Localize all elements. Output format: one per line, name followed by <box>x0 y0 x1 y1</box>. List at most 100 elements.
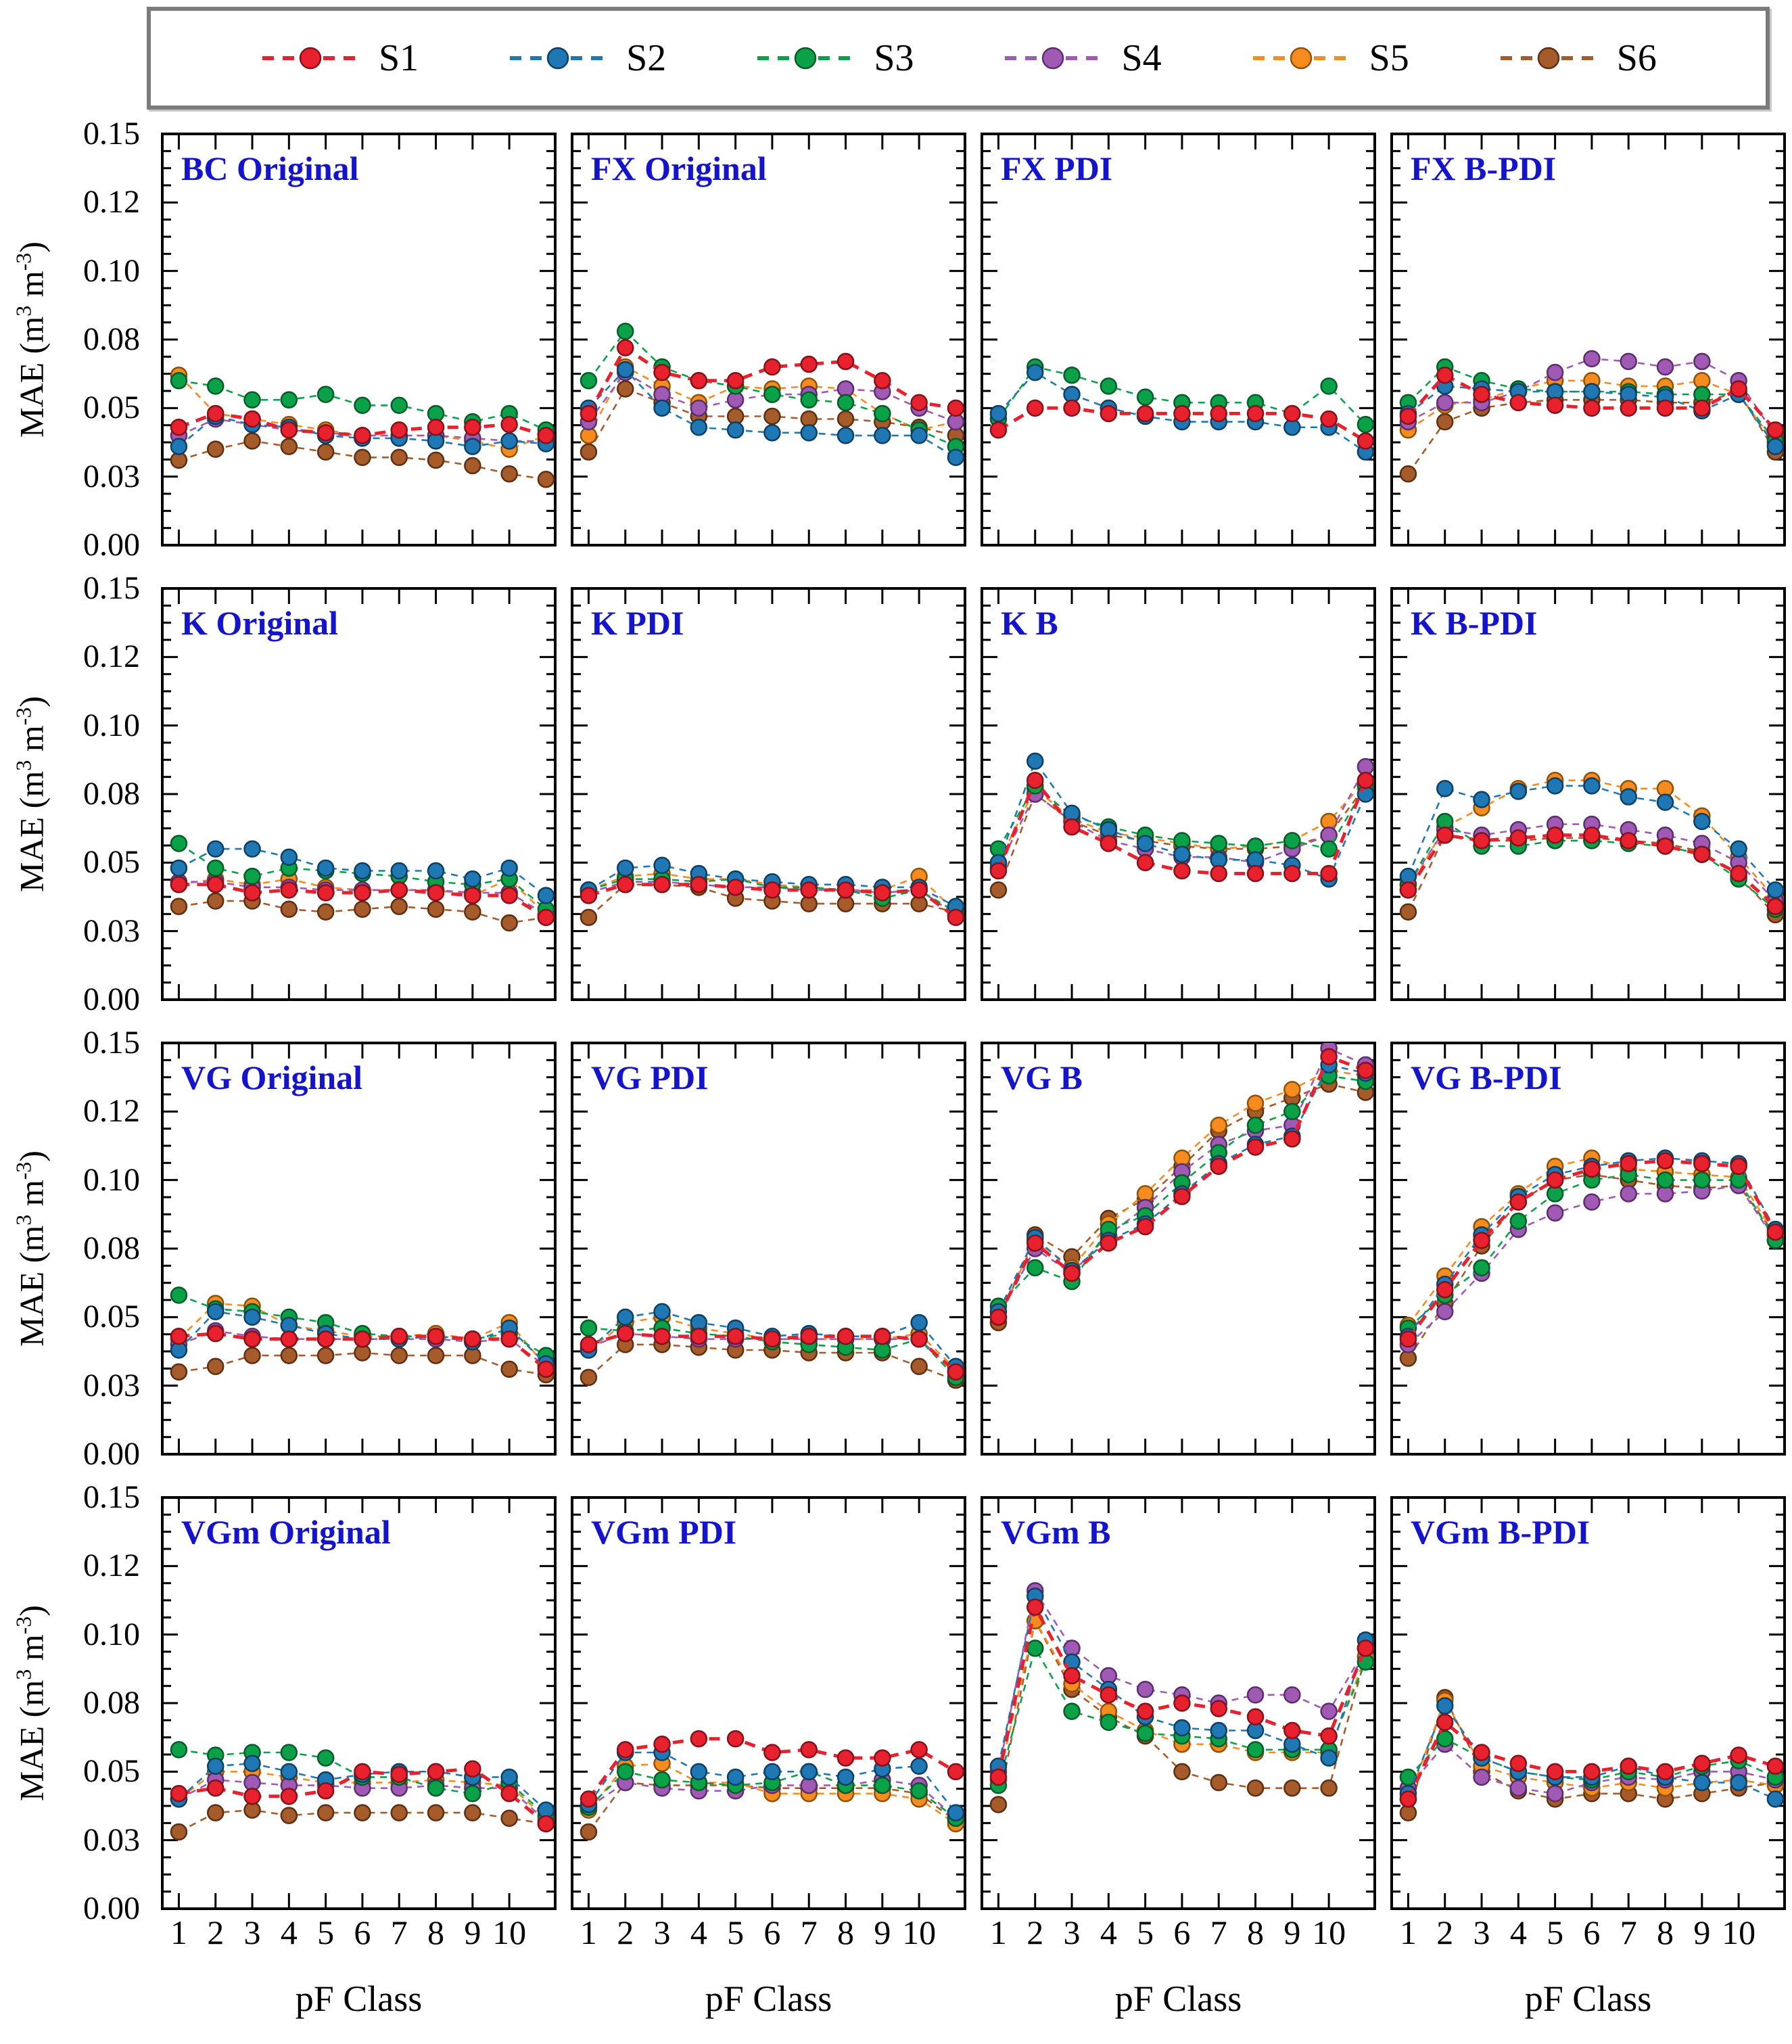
series-markers-s1 <box>989 1048 1375 1326</box>
series-line-s2 <box>178 847 547 897</box>
x-tick-label: 4 <box>690 1913 707 1951</box>
x-tick-label: 2 <box>617 1913 634 1951</box>
x-tick-label: 6 <box>1173 1913 1191 1951</box>
x-tick-label: 9 <box>1693 1913 1711 1951</box>
legend-item-s3: S3 <box>755 37 914 80</box>
panel-title: FX PDI <box>1001 149 1112 187</box>
panel-fx-b-pdi: FX B-PDI <box>1390 133 1786 547</box>
y-tick-label: 0.05 <box>83 1299 140 1335</box>
x-tick-label: 8 <box>427 1913 445 1951</box>
x-axis-label: pF Class <box>1114 1978 1242 2019</box>
x-tick-label: 10 <box>1722 1913 1756 1951</box>
series-markers-s1 <box>1399 366 1785 439</box>
y-axis-cell: MAE (m3 m-3) 0.15 0.12 0.10 0.08 0.05 0.03 0.00 <box>8 118 147 561</box>
x-tick-label: 7 <box>1620 1913 1637 1951</box>
panel-chart: VGm Original <box>161 1496 557 1910</box>
series-line-s5 <box>178 1302 547 1368</box>
panel-bc-original: BC Original <box>161 133 557 547</box>
legend-label: S2 <box>626 37 667 79</box>
y-axis-label: MAE (m3 m-3) <box>11 1151 51 1347</box>
series-markers-s6 <box>170 1801 555 1841</box>
x-tick-row: 1 2 3 4 5 6 7 8 9 10 <box>1390 1910 1786 1955</box>
panel-grid: MAE (m3 m-3) 0.15 0.12 0.10 0.08 0.05 0.03 0.00… <box>8 118 1792 2020</box>
y-tick-label: 0.10 <box>83 252 140 289</box>
x-tick-label: 7 <box>390 1913 408 1951</box>
panel-fx-original: FX Original <box>571 133 966 547</box>
series-markers-s1 <box>580 339 965 423</box>
x-tick-label: 9 <box>874 1913 891 1951</box>
series-markers-s2 <box>170 840 555 904</box>
series-line-s5 <box>997 1618 1367 1780</box>
series-line-s5 <box>1407 779 1776 899</box>
panel-chart: VG B-PDI <box>1390 1042 1786 1456</box>
x-axis-label: pF Class <box>295 1978 423 2019</box>
series-markers-s1 <box>580 1324 965 1381</box>
y-tick-label: 0.00 <box>83 981 140 1017</box>
y-tick-label: 0.12 <box>83 1548 140 1584</box>
series-markers-s1 <box>580 876 965 927</box>
legend-marker-s5 <box>1252 47 1349 70</box>
x-tick-row: 1 2 3 4 5 6 7 8 9 10 <box>161 1910 557 1955</box>
legend-item-s5: S5 <box>1250 37 1409 80</box>
x-tick-label: 4 <box>280 1913 298 1951</box>
series-line-s2 <box>588 1751 957 1813</box>
series-markers-s2 <box>1399 777 1785 899</box>
x-tick-label: 8 <box>837 1913 855 1951</box>
x-tick-label: 3 <box>243 1913 261 1951</box>
legend-item-s2: S2 <box>507 37 666 80</box>
panel-vgm-b-pdi: VGm B-PDI 1 2 3 4 5 6 7 8 9 10 pF Class <box>1390 1496 1786 2020</box>
series-line-s2 <box>997 759 1367 881</box>
series-markers-s1 <box>580 1729 965 1808</box>
x-tick-label: 10 <box>492 1913 527 1951</box>
panel-title: VGm B <box>1001 1513 1111 1551</box>
figure-row-4: MAE (m3 m-3) 0.15 0.12 0.10 0.08 0.05 0.03 0.00… <box>8 1481 1792 2020</box>
y-tick-label: 0.00 <box>83 1890 140 1926</box>
legend-label: S4 <box>1121 37 1162 79</box>
series-line-s4 <box>1407 823 1776 902</box>
y-tick-label: 0.12 <box>83 184 140 220</box>
x-tick-label: 7 <box>1210 1913 1227 1951</box>
panel-title: VG PDI <box>591 1059 709 1096</box>
panel-k-b-pdi: K B-PDI <box>1390 587 1786 1001</box>
y-tick-label: 0.10 <box>83 1616 140 1652</box>
legend-marker-s2 <box>510 47 607 70</box>
series-markers-s1 <box>989 399 1375 450</box>
panel-chart: K B-PDI <box>1390 587 1786 1001</box>
y-tick-label: 0.03 <box>83 458 140 494</box>
legend-label: S5 <box>1369 37 1409 79</box>
series-line-s2 <box>178 1310 547 1365</box>
series-line-s3 <box>1407 820 1776 910</box>
legend: S1 S2 S3 S4 S5 S6 <box>147 7 1770 110</box>
y-tick-label: 0.03 <box>83 1367 140 1403</box>
series-line-s3 <box>997 366 1367 425</box>
y-tick-label: 0.12 <box>83 1093 140 1130</box>
panel-chart: VG PDI <box>571 1042 966 1456</box>
y-tick-label: 0.05 <box>83 1753 140 1790</box>
legend-label: S3 <box>874 37 914 79</box>
panel-chart: K B <box>981 587 1376 1001</box>
x-tick-label: 6 <box>354 1913 371 1951</box>
legend-marker-s1 <box>262 47 358 70</box>
x-axis-label: pF Class <box>1524 1978 1652 2019</box>
x-tick-label: 5 <box>727 1913 745 1951</box>
y-axis-label: MAE (m3 m-3) <box>11 241 51 438</box>
panel-vg-b-pdi: VG B-PDI <box>1390 1042 1786 1456</box>
y-tick-label: 0.15 <box>83 1025 140 1061</box>
series-line-s4 <box>997 1588 1367 1772</box>
panel-vgm-original: VGm Original 1 2 3 4 5 6 7 8 9 10 pF Class <box>161 1496 557 2020</box>
y-tick-label: 0.08 <box>83 321 140 357</box>
panel-fx-pdi: FX PDI <box>981 133 1376 547</box>
series-line-s4 <box>588 371 956 423</box>
y-tick-label: 0.08 <box>83 1685 140 1721</box>
x-tick-row: 1 2 3 4 5 6 7 8 9 10 <box>571 1910 966 1955</box>
series-line-s1 <box>1407 833 1777 908</box>
panel-chart: VGm B-PDI <box>1390 1496 1786 1910</box>
y-tick-label: 0.03 <box>83 1821 140 1858</box>
series-markers-s2 <box>989 1587 1375 1775</box>
x-tick-label: 2 <box>1436 1913 1454 1951</box>
y-tick-label: 0.00 <box>83 1436 140 1472</box>
series-markers-s1 <box>1399 1713 1785 1808</box>
x-tick-label: 8 <box>1657 1913 1674 1951</box>
y-axis-label: MAE (m3 m-3) <box>11 1605 51 1801</box>
y-tick-label: 0.03 <box>83 912 140 949</box>
